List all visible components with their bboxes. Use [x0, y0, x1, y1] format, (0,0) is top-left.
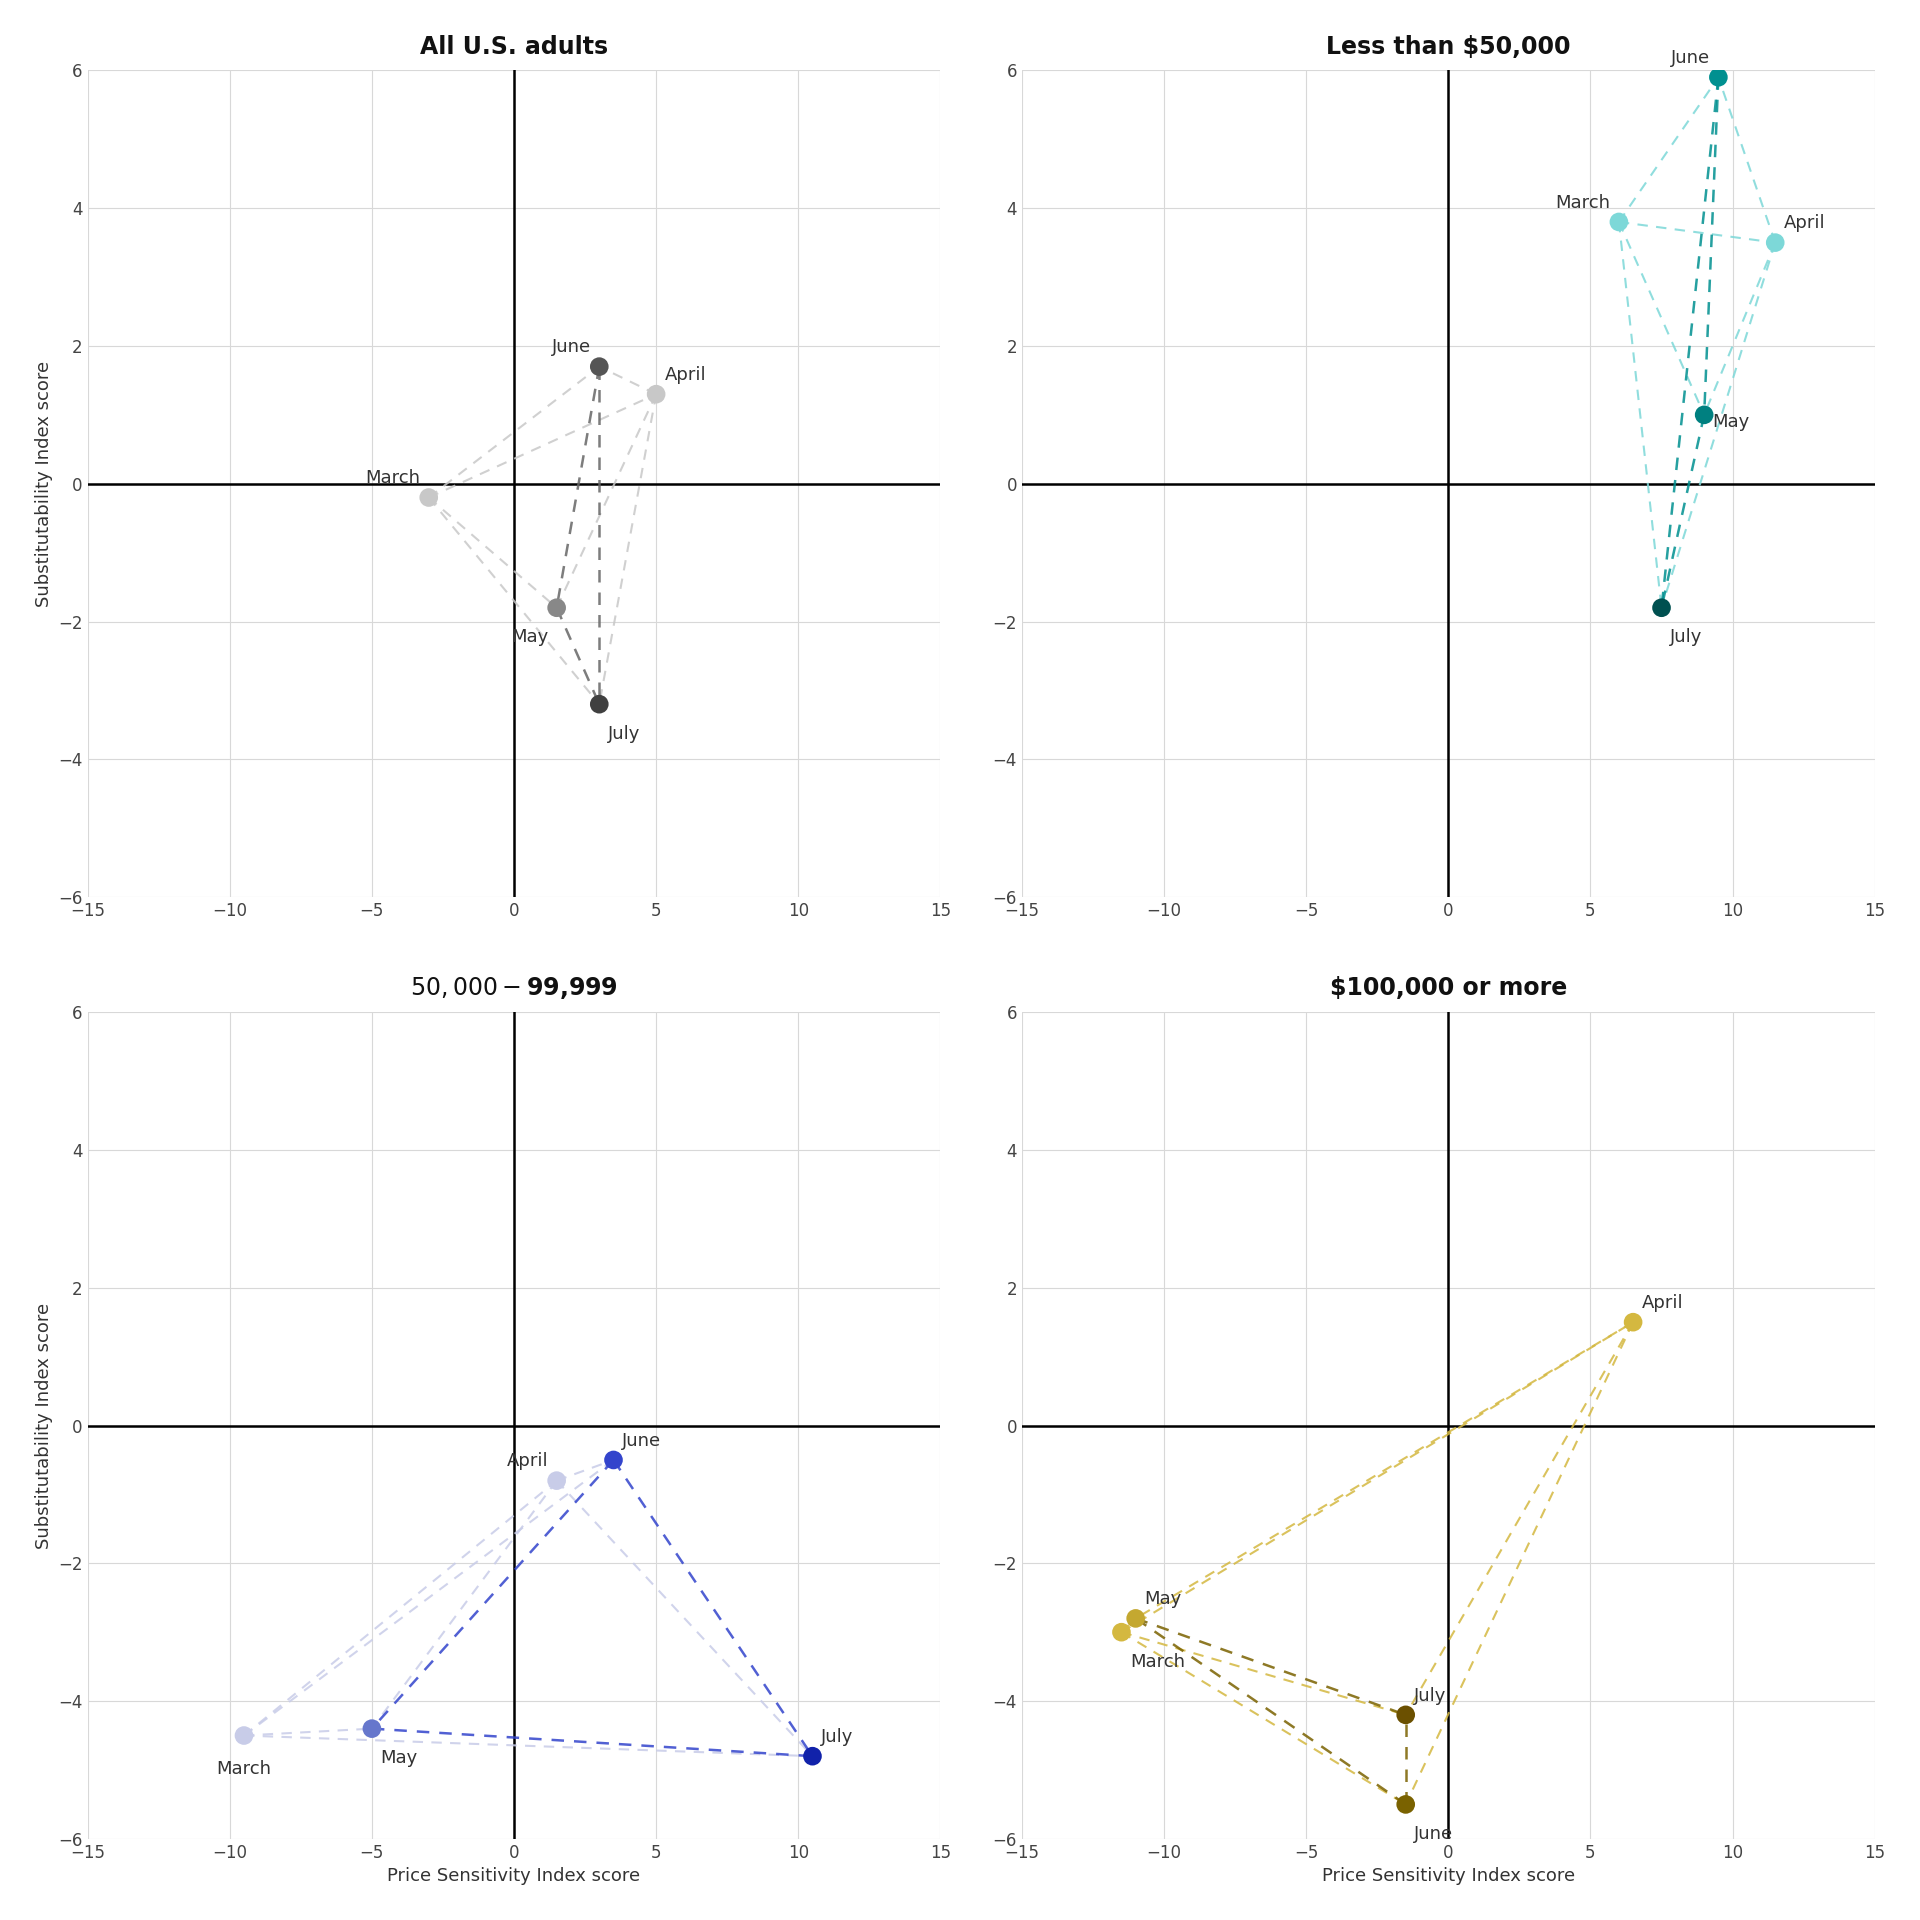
Text: May: May — [1713, 413, 1749, 430]
Point — [1119, 1603, 1150, 1634]
Point — [1645, 593, 1676, 624]
Title: All U.S. adults: All U.S. adults — [420, 35, 609, 60]
Point — [641, 378, 672, 409]
Text: March: March — [1131, 1653, 1185, 1670]
Text: June: June — [551, 338, 591, 357]
Point — [1603, 207, 1634, 238]
Text: March: March — [217, 1759, 271, 1778]
Point — [413, 482, 444, 513]
Point — [599, 1444, 630, 1475]
Text: July: July — [609, 726, 639, 743]
Text: May: May — [511, 628, 547, 647]
Title: $50,000-$99,999: $50,000-$99,999 — [411, 975, 618, 1002]
Point — [1390, 1699, 1421, 1730]
Text: June: June — [622, 1432, 660, 1450]
Title: $100,000 or more: $100,000 or more — [1331, 977, 1567, 1000]
Point — [357, 1713, 388, 1743]
Point — [228, 1720, 259, 1751]
Text: June: June — [1415, 1826, 1453, 1843]
Text: April: April — [507, 1452, 547, 1471]
Text: April: April — [1642, 1294, 1684, 1311]
Point — [1690, 399, 1720, 430]
Text: July: July — [822, 1728, 852, 1745]
Text: May: May — [1144, 1590, 1181, 1609]
Y-axis label: Substitutability Index score: Substitutability Index score — [35, 1302, 52, 1549]
Text: March: March — [1555, 194, 1611, 211]
Point — [584, 351, 614, 382]
Text: July: July — [1670, 628, 1703, 647]
Point — [1761, 227, 1791, 257]
Text: June: June — [1670, 48, 1711, 67]
Point — [1390, 1789, 1421, 1820]
Y-axis label: Substitutability Index score: Substitutability Index score — [35, 361, 52, 607]
X-axis label: Price Sensitivity Index score: Price Sensitivity Index score — [388, 1868, 641, 1885]
Text: May: May — [380, 1749, 419, 1766]
Text: April: April — [1784, 215, 1826, 232]
Title: Less than $50,000: Less than $50,000 — [1327, 35, 1571, 60]
Text: March: March — [365, 468, 420, 488]
Text: July: July — [1415, 1686, 1446, 1705]
Point — [1703, 61, 1734, 92]
Point — [541, 593, 572, 624]
Point — [584, 689, 614, 720]
X-axis label: Price Sensitivity Index score: Price Sensitivity Index score — [1321, 1868, 1574, 1885]
Point — [1619, 1308, 1649, 1338]
Point — [541, 1465, 572, 1496]
Text: April: April — [664, 367, 707, 384]
Point — [797, 1741, 828, 1772]
Point — [1106, 1617, 1137, 1647]
